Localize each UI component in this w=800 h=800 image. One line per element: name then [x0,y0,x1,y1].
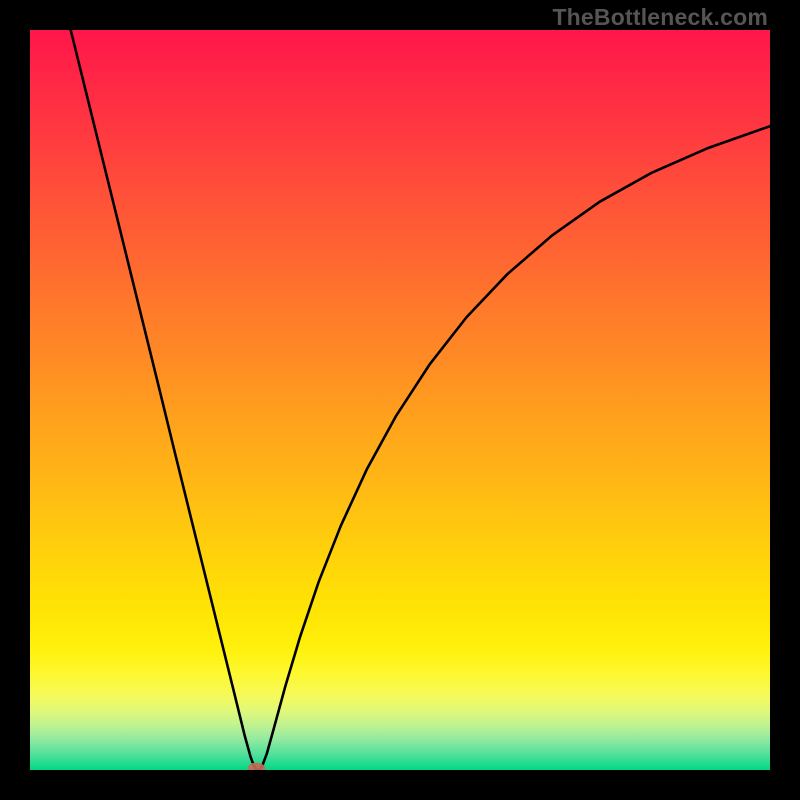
plot-area [30,30,770,770]
watermark-text: TheBottleneck.com [552,4,768,31]
bottleneck-curve-chart [30,30,770,770]
chart-frame: TheBottleneck.com [0,0,800,800]
chart-background [30,30,770,770]
